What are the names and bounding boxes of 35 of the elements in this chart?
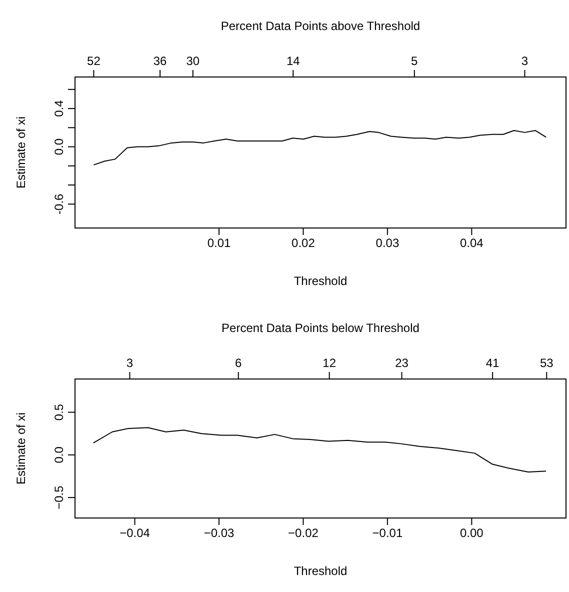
y-tick-label: 0.5 <box>52 404 66 421</box>
annotation: 52 <box>87 54 101 68</box>
x-axis-title: Threshold <box>294 564 348 578</box>
annotation: 30 <box>186 54 200 68</box>
y-tick-label: 0.0 <box>52 138 66 156</box>
line-series <box>92 427 547 472</box>
annotation: 5 <box>411 54 418 68</box>
x-tick-label: 0.02 <box>292 236 316 250</box>
annotation: 3 <box>126 356 134 370</box>
annotation: 14 <box>286 54 300 68</box>
annotation: 36 <box>153 54 168 68</box>
x-tick-label: 0.01 <box>207 236 232 250</box>
annotation: 6 <box>235 356 242 370</box>
y-tick-label: 0.0 <box>52 446 66 464</box>
x2-axis-title: Percent Data Points below Threshold <box>222 321 420 335</box>
x-tick-label: 0.00 <box>460 526 484 540</box>
annotation: 12 <box>322 356 336 370</box>
x-tick-label: 0.04 <box>460 236 484 250</box>
x-tick-label: 0.03 <box>376 236 400 250</box>
x-axis-title: Threshold <box>294 274 348 288</box>
y-axis-title: Estimate of xi <box>14 116 28 189</box>
x-tick-label: −0.01 <box>372 526 403 540</box>
annotation: 41 <box>486 356 500 370</box>
annotation: 53 <box>540 356 554 370</box>
x-tick-label: −0.03 <box>204 526 235 540</box>
y-tick-label: 0.4 <box>52 100 66 117</box>
y-tick-label: -0.6 <box>52 193 66 214</box>
x-tick-label: −0.02 <box>288 526 319 540</box>
y-tick-label: −0.5 <box>52 485 66 510</box>
annotation: 3 <box>521 54 528 68</box>
y-axis-title: Estimate of xi <box>14 412 28 485</box>
x-tick-label: −0.04 <box>120 526 150 540</box>
line-series <box>93 130 547 166</box>
x2-axis-title: Percent Data Points above Threshold <box>220 19 420 33</box>
annotation: 23 <box>395 356 409 370</box>
